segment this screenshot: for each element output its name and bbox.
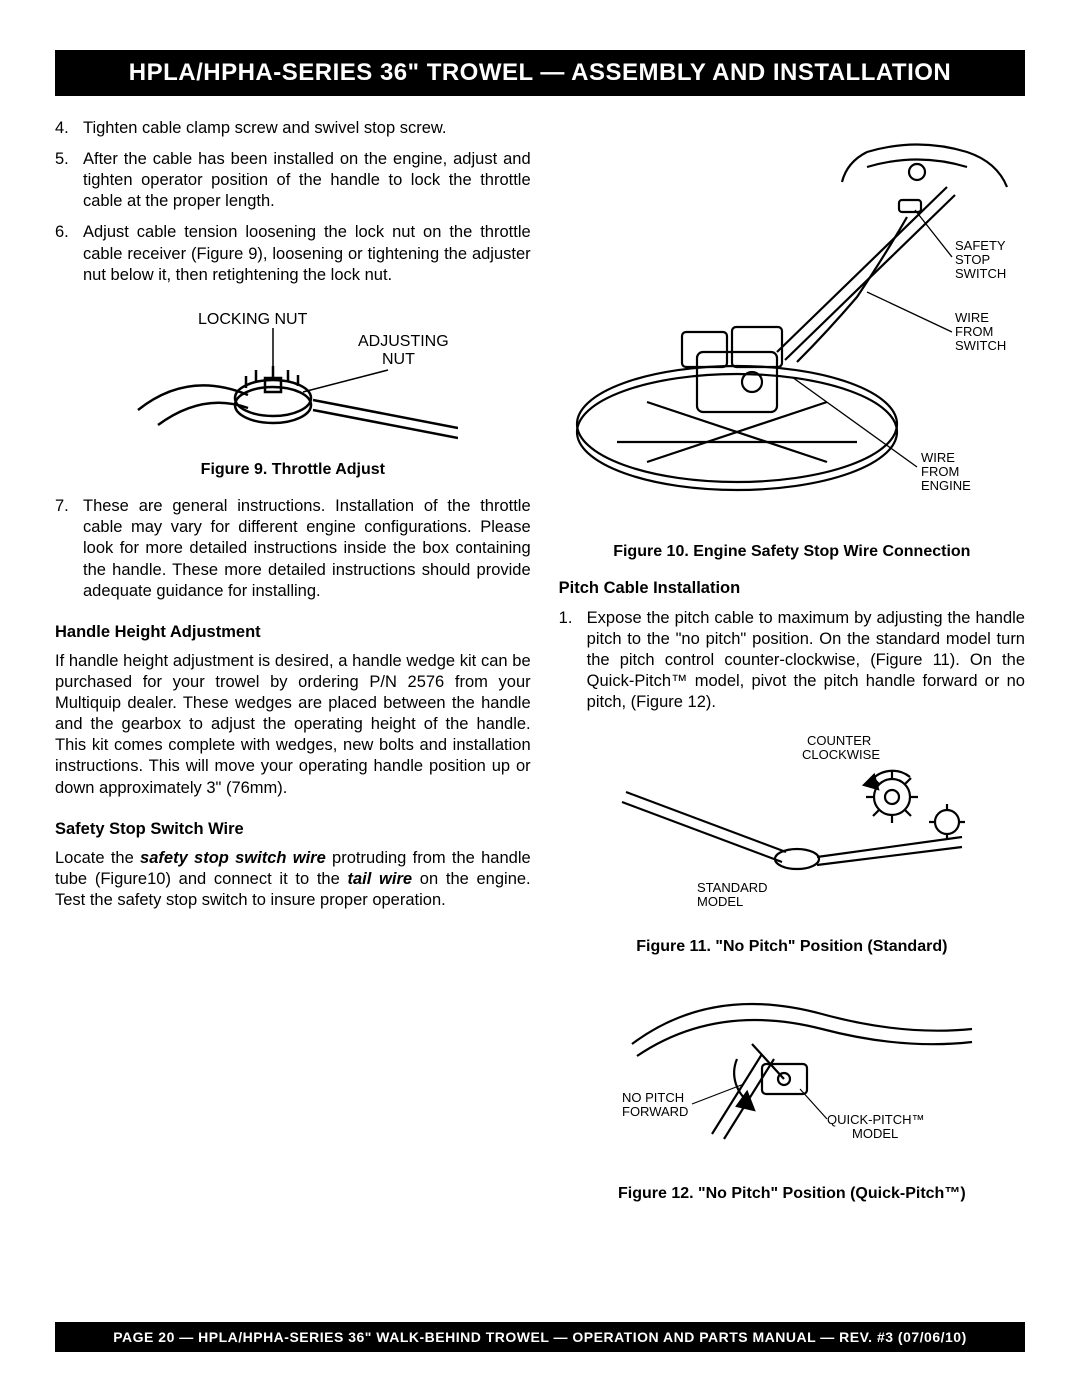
label-wire-switch-3: SWITCH <box>955 338 1006 353</box>
figure-9-caption: Figure 9. Throttle Adjust <box>55 460 531 480</box>
safety-text-em2: tail wire <box>348 870 413 888</box>
label-std-1: STANDARD <box>697 880 768 895</box>
step-text: Expose the pitch cable to maximum by adj… <box>587 608 1025 714</box>
label-wire-engine-3: ENGINE <box>921 478 971 493</box>
label-np-1: NO PITCH <box>622 1090 684 1105</box>
quick-pitch-model-icon: NO PITCH FORWARD QUICK-PITCH™ MODEL <box>602 974 982 1174</box>
step-number: 7. <box>55 496 83 602</box>
step-list-b: 7. These are general instructions. Insta… <box>55 496 531 602</box>
step-text: Tighten cable clamp screw and swivel sto… <box>83 118 531 139</box>
handle-height-heading: Handle Height Adjustment <box>55 622 531 643</box>
figure-9: LOCKING NUT ADJUSTING NUT <box>55 300 531 450</box>
adjusting-nut-label-1: ADJUSTING <box>358 333 449 350</box>
right-column: SAFETY STOP SWITCH WIRE FROM SWITCH WIRE… <box>559 118 1025 1220</box>
standard-model-icon: COUNTER CLOCKWISE STANDARD MODEL <box>602 727 982 927</box>
step-4: 4. Tighten cable clamp screw and swivel … <box>55 118 531 139</box>
label-wire-switch-1: WIRE <box>955 310 989 325</box>
engine-trowel-icon: SAFETY STOP SWITCH WIRE FROM SWITCH WIRE… <box>567 132 1017 532</box>
step-text: After the cable has been installed on th… <box>83 149 531 212</box>
label-qp-2: MODEL <box>852 1126 898 1141</box>
handle-height-paragraph: If handle height adjustment is desired, … <box>55 651 531 799</box>
label-np-2: FORWARD <box>622 1104 688 1119</box>
label-safety-stop-2: STOP <box>955 252 990 267</box>
figure-11: COUNTER CLOCKWISE STANDARD MODEL <box>559 727 1025 927</box>
safety-text-pre: Locate the <box>55 849 140 867</box>
step-number: 4. <box>55 118 83 139</box>
locking-nut-label: LOCKING NUT <box>198 311 308 328</box>
label-qp-1: QUICK-PITCH™ <box>827 1112 925 1127</box>
figure-10: SAFETY STOP SWITCH WIRE FROM SWITCH WIRE… <box>559 132 1025 532</box>
label-safety-stop-3: SWITCH <box>955 266 1006 281</box>
throttle-adjust-icon: LOCKING NUT ADJUSTING NUT <box>128 300 458 450</box>
step-7: 7. These are general instructions. Insta… <box>55 496 531 602</box>
figure-10-caption: Figure 10. Engine Safety Stop Wire Conne… <box>559 542 1025 562</box>
step-text: Adjust cable tension loosening the lock … <box>83 222 531 285</box>
label-ccw-1: COUNTER <box>807 733 871 748</box>
safety-stop-heading: Safety Stop Switch Wire <box>55 819 531 840</box>
figure-11-caption: Figure 11. "No Pitch" Position (Standard… <box>559 937 1025 957</box>
pitch-cable-heading: Pitch Cable Installation <box>559 578 1025 599</box>
label-wire-engine-1: WIRE <box>921 450 955 465</box>
label-safety-stop-1: SAFETY <box>955 238 1006 253</box>
safety-stop-paragraph: Locate the safety stop switch wire protr… <box>55 848 531 911</box>
label-std-2: MODEL <box>697 894 743 909</box>
left-column: 4. Tighten cable clamp screw and swivel … <box>55 118 531 1220</box>
page-footer-bar: PAGE 20 — HPLA/HPHA-SERIES 36" WALK-BEHI… <box>55 1322 1025 1352</box>
figure-12: NO PITCH FORWARD QUICK-PITCH™ MODEL <box>559 974 1025 1174</box>
step-5: 5. After the cable has been installed on… <box>55 149 531 212</box>
step-number: 6. <box>55 222 83 285</box>
page-header-bar: HPLA/HPHA-SERIES 36" TROWEL — ASSEMBLY A… <box>55 50 1025 96</box>
adjusting-nut-label-2: NUT <box>382 351 415 368</box>
figure-12-caption: Figure 12. "No Pitch" Position (Quick-Pi… <box>559 1184 1025 1204</box>
step-text: These are general instructions. Installa… <box>83 496 531 602</box>
label-wire-switch-2: FROM <box>955 324 993 339</box>
step-number: 1. <box>559 608 587 714</box>
step-list-a: 4. Tighten cable clamp screw and swivel … <box>55 118 531 286</box>
content-columns: 4. Tighten cable clamp screw and swivel … <box>55 118 1025 1220</box>
pitch-step-1: 1. Expose the pitch cable to maximum by … <box>559 608 1025 714</box>
label-ccw-2: CLOCKWISE <box>802 747 880 762</box>
label-wire-engine-2: FROM <box>921 464 959 479</box>
safety-text-em1: safety stop switch wire <box>140 849 326 867</box>
step-number: 5. <box>55 149 83 212</box>
pitch-step-list: 1. Expose the pitch cable to maximum by … <box>559 608 1025 714</box>
step-6: 6. Adjust cable tension loosening the lo… <box>55 222 531 285</box>
